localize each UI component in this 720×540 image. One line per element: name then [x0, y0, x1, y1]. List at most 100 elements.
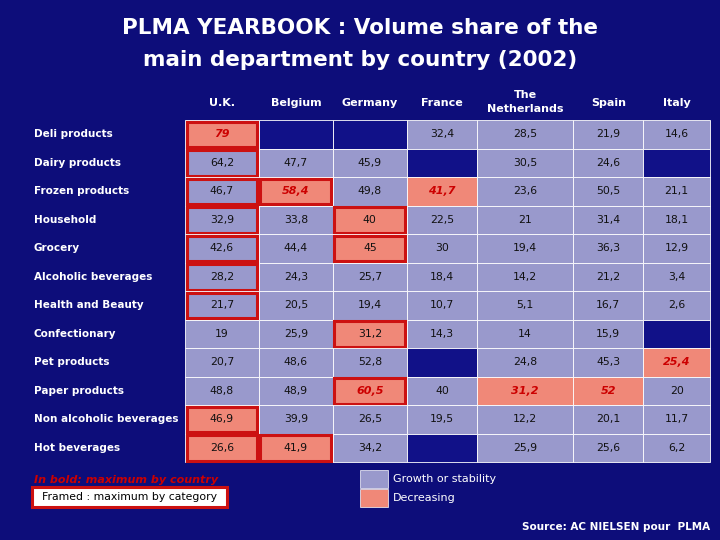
Text: 25,9: 25,9	[513, 443, 537, 453]
Text: Italy: Italy	[663, 98, 690, 108]
Text: 24,3: 24,3	[284, 272, 308, 282]
Bar	[259, 120, 333, 148]
Bar	[334, 378, 405, 403]
Text: 45,3: 45,3	[596, 357, 621, 367]
Text: 11,7: 11,7	[665, 414, 689, 424]
Bar	[259, 206, 333, 234]
Bar	[186, 207, 258, 233]
Bar	[573, 376, 644, 405]
Bar	[333, 376, 407, 405]
Text: Framed : maximum by category: Framed : maximum by category	[42, 492, 217, 502]
Text: Paper products: Paper products	[34, 386, 124, 396]
Text: 19,4: 19,4	[358, 300, 382, 310]
Text: 30,5: 30,5	[513, 158, 537, 168]
Bar	[407, 348, 477, 376]
Text: 14,6: 14,6	[665, 129, 689, 139]
Text: 46,7: 46,7	[210, 186, 234, 196]
Text: Alcoholic beverages: Alcoholic beverages	[34, 272, 153, 282]
Text: 50,5: 50,5	[596, 186, 621, 196]
Text: 32,9: 32,9	[210, 215, 234, 225]
Bar	[477, 262, 573, 291]
Bar	[644, 206, 710, 234]
Bar	[407, 234, 477, 262]
Bar	[186, 179, 258, 204]
Bar	[644, 148, 710, 177]
Text: 30: 30	[435, 243, 449, 253]
Bar	[573, 405, 644, 434]
Text: Household: Household	[34, 215, 96, 225]
Bar	[644, 320, 710, 348]
Bar	[407, 376, 477, 405]
Text: 58,4: 58,4	[282, 186, 310, 196]
Bar	[407, 120, 477, 148]
Text: 60,5: 60,5	[356, 386, 384, 396]
Text: 21,7: 21,7	[210, 300, 234, 310]
Text: 45: 45	[363, 243, 377, 253]
Bar	[573, 234, 644, 262]
Bar	[334, 235, 405, 261]
Bar	[360, 470, 388, 488]
Text: 33,8: 33,8	[284, 215, 308, 225]
Bar	[333, 320, 407, 348]
Text: 25,4: 25,4	[663, 357, 690, 367]
Bar	[407, 434, 477, 462]
Bar	[185, 206, 259, 234]
Text: 25,9: 25,9	[284, 329, 308, 339]
Bar	[644, 376, 710, 405]
Bar	[573, 348, 644, 376]
Bar	[185, 234, 259, 262]
Bar	[477, 434, 573, 462]
Text: 40: 40	[435, 386, 449, 396]
Text: Dairy products: Dairy products	[34, 158, 121, 168]
Text: Health and Beauty: Health and Beauty	[34, 300, 143, 310]
Text: Decreasing: Decreasing	[393, 493, 456, 503]
Text: Source: AC NIELSEN pour  PLMA: Source: AC NIELSEN pour PLMA	[522, 522, 710, 532]
Bar	[185, 320, 259, 348]
Text: 26,5: 26,5	[358, 414, 382, 424]
Text: 14,2: 14,2	[513, 272, 537, 282]
Bar	[186, 150, 258, 176]
Bar	[185, 291, 259, 320]
Text: 26,6: 26,6	[210, 443, 234, 453]
Bar	[259, 320, 333, 348]
Text: 24,6: 24,6	[596, 158, 621, 168]
Bar	[261, 179, 331, 204]
Bar	[185, 148, 259, 177]
Text: Pet products: Pet products	[34, 357, 109, 367]
Bar	[573, 291, 644, 320]
Text: 48,6: 48,6	[284, 357, 308, 367]
Text: 31,2: 31,2	[358, 329, 382, 339]
Text: 79: 79	[215, 129, 230, 139]
Bar	[259, 376, 333, 405]
Text: Confectionary: Confectionary	[34, 329, 117, 339]
Bar	[644, 291, 710, 320]
Text: 48,9: 48,9	[284, 386, 308, 396]
Text: 12,2: 12,2	[513, 414, 537, 424]
Bar	[477, 148, 573, 177]
Bar	[477, 291, 573, 320]
Text: 14,3: 14,3	[430, 329, 454, 339]
Text: Growth or stability: Growth or stability	[393, 474, 496, 484]
Text: 32,4: 32,4	[430, 129, 454, 139]
Text: 64,2: 64,2	[210, 158, 234, 168]
Bar	[644, 434, 710, 462]
Text: France: France	[421, 98, 463, 108]
Bar	[185, 348, 259, 376]
Text: Grocery: Grocery	[34, 243, 80, 253]
Bar	[259, 291, 333, 320]
Bar	[573, 177, 644, 206]
Bar	[644, 262, 710, 291]
Bar	[185, 262, 259, 291]
Bar	[333, 148, 407, 177]
Text: 19,4: 19,4	[513, 243, 537, 253]
Bar	[32, 487, 227, 507]
Bar	[185, 120, 259, 148]
Text: Non alcoholic beverages: Non alcoholic beverages	[34, 414, 179, 424]
Bar	[186, 407, 258, 432]
Bar	[186, 435, 258, 461]
Bar	[259, 262, 333, 291]
Text: Germany: Germany	[342, 98, 398, 108]
Text: 34,2: 34,2	[358, 443, 382, 453]
Text: 31,2: 31,2	[511, 386, 539, 396]
Bar	[259, 148, 333, 177]
